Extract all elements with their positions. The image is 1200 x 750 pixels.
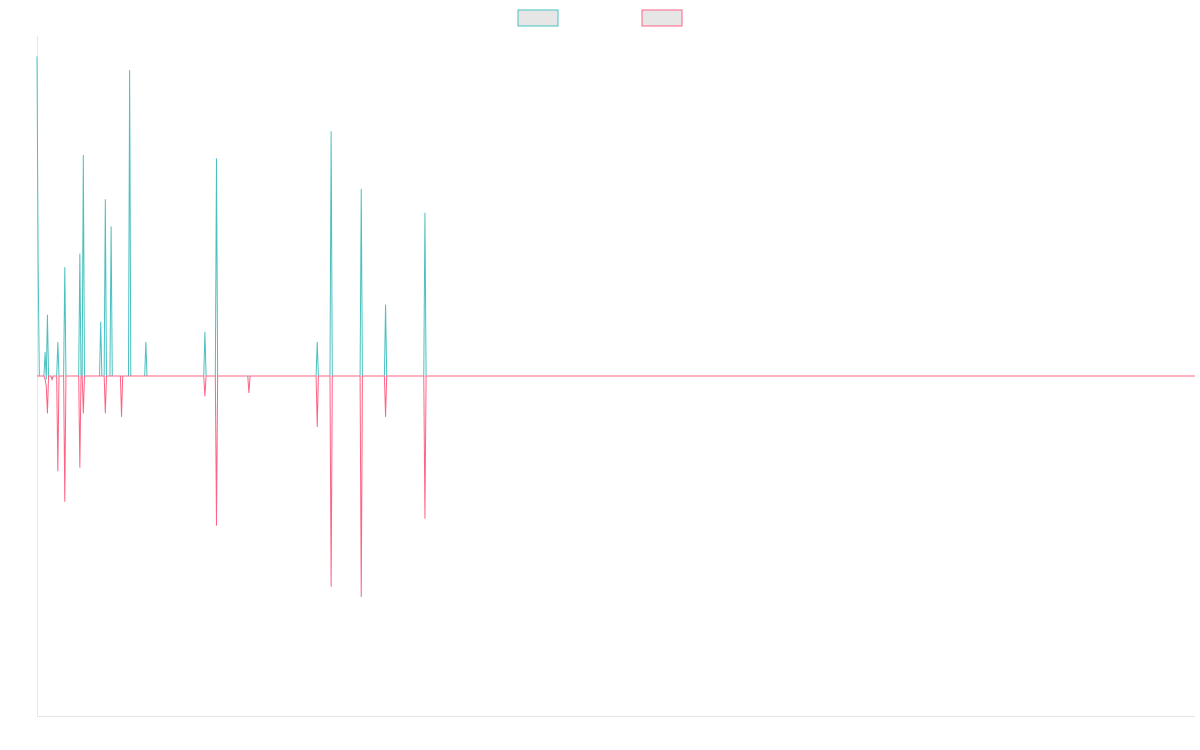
legend-swatch-1[interactable] <box>517 9 559 27</box>
series-layer <box>36 56 1195 598</box>
chart-legend[interactable] <box>517 9 683 27</box>
series-line-1 <box>36 56 1195 381</box>
series-line-2 <box>37 375 1195 598</box>
legend-swatch-2[interactable] <box>641 9 683 27</box>
